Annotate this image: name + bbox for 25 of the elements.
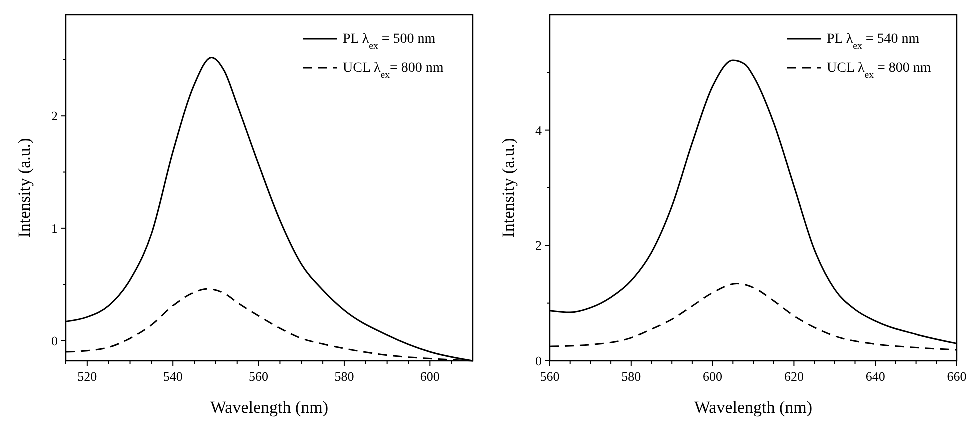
y-tick-label: 1 [52,220,58,236]
x-tick-label: 600 [703,369,723,384]
legend-label: PL λ$_{ex}$ = 540 nm [827,32,920,52]
x-tick-label: 660 [947,369,967,384]
x-tick-label: 540 [163,369,183,384]
x-tick-label: 560 [540,369,560,384]
x-axis-title: Wavelength (nm) [210,398,329,417]
x-tick-label: 600 [420,369,440,384]
y-tick-label: 2 [536,238,542,254]
y-tick-label: 2 [52,108,58,124]
y-tick-label: 0 [52,333,58,348]
y-axis-title: Intensity (a.u.) [15,138,34,238]
legend-label: UCL λ$_{ex}$= 800 nm [343,61,444,80]
x-tick-label: 520 [78,369,98,384]
x-tick-label: 580 [622,369,642,384]
legend-label: PL λ$_{ex}$ = 500 nm [343,32,436,52]
x-tick-label: 640 [866,369,886,384]
y-tick-label: 4 [536,122,542,138]
x-axis-title: Wavelength (nm) [694,398,813,417]
y-axis-title: Intensity (a.u.) [499,138,518,238]
x-tick-label: 580 [334,369,354,384]
x-tick-label: 620 [784,369,804,384]
legend-label: UCL λ$_{ex}$ = 800 nm [827,61,932,80]
y-tick-label: 0 [536,354,542,368]
x-tick-label: 560 [249,369,269,384]
